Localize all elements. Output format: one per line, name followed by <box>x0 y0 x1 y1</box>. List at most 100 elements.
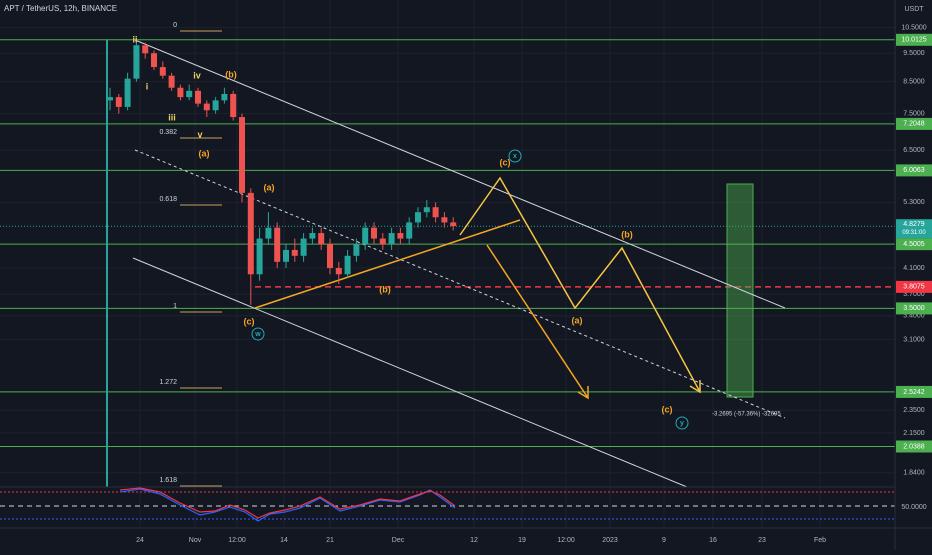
indicator-label: 50.0000 <box>901 504 926 511</box>
level-label: 2.0388 <box>903 443 925 450</box>
candle-body <box>379 238 386 245</box>
y-tick-label: 7.5000 <box>903 110 925 117</box>
measure-label: -3.2695 (-57.36%) -32695 <box>712 412 781 418</box>
level-label: 3.5000 <box>903 305 925 312</box>
candle-body <box>274 227 281 262</box>
wave-label: v <box>197 129 202 139</box>
wave-label: (b) <box>225 69 237 79</box>
candle-body <box>265 227 272 239</box>
candle-body <box>177 87 184 98</box>
fib-label: 1.272 <box>159 379 177 386</box>
y-tick-label: 1.8400 <box>903 470 925 477</box>
indicator-signal <box>119 487 456 519</box>
candle-body <box>142 45 149 54</box>
currency: USDT <box>904 6 924 13</box>
candle-body <box>406 222 413 239</box>
level-label: 10.0125 <box>901 37 926 44</box>
candle-body <box>195 90 201 104</box>
candle-body <box>450 222 457 227</box>
level-label: 2.5242 <box>903 389 925 396</box>
candle-body <box>107 97 113 101</box>
candle-body <box>344 255 351 275</box>
x-tick-label: 21 <box>326 537 334 544</box>
x-tick-label: 2023 <box>602 537 618 544</box>
candle-body <box>291 249 298 256</box>
level-badge <box>896 238 932 251</box>
wave-label: (c) <box>500 157 511 167</box>
y-tick-label: 3.1000 <box>903 336 925 343</box>
axis-labels: 10.5000 9.5000 8.5000 7.5000 6.5000 5.3000 4.1… <box>132 22 932 544</box>
wave-label: iv <box>193 70 201 80</box>
y-tick-label: 8.5000 <box>903 78 925 85</box>
level-label: 6.0063 <box>903 167 925 174</box>
candle-body <box>168 75 175 88</box>
candle-body <box>133 45 140 79</box>
candle-body <box>203 103 210 111</box>
level-label: 7.2048 <box>903 121 925 128</box>
fib-label: 1 <box>173 303 177 310</box>
wave-label: w <box>254 331 261 338</box>
wave-label: y <box>680 420 684 427</box>
price-axis <box>895 0 932 550</box>
arrowhead <box>689 380 701 394</box>
level-badge <box>896 302 932 315</box>
candles <box>107 40 457 305</box>
candle-body <box>230 93 237 118</box>
wave-label: (c) <box>662 404 673 414</box>
y-tick-label: 3.4000 <box>903 313 925 320</box>
wave-label: (c) <box>244 316 255 326</box>
projection-path <box>459 176 701 393</box>
wave-label: i <box>146 81 149 91</box>
candle-body <box>221 93 228 101</box>
candle-body <box>415 212 421 223</box>
grid <box>0 0 895 528</box>
candle-body <box>186 90 193 98</box>
wave-label: ii <box>132 34 137 44</box>
candle-body <box>256 238 263 275</box>
y-tick-label: 2.1500 <box>903 430 925 437</box>
symbol-header: APT / TetherUS, 12h, BINANCE <box>4 4 117 13</box>
countdown: 09:31:00 <box>902 230 926 236</box>
wave-label: x <box>513 153 517 160</box>
fib-label: 1.618 <box>159 477 177 484</box>
level-badge <box>896 33 932 46</box>
y-tick-label: 6.5000 <box>903 147 925 154</box>
projection-arrow <box>486 244 589 399</box>
wave-label: iii <box>168 112 176 122</box>
y-tick-label: 4.1000 <box>903 265 925 272</box>
channel-upper <box>134 39 786 309</box>
channel-lower <box>132 257 688 488</box>
candle-body <box>247 192 254 275</box>
candle-body <box>239 117 245 193</box>
candle-body <box>309 233 316 239</box>
x-tick-label: 24 <box>136 537 144 544</box>
candle-body <box>283 249 289 262</box>
wave-circle <box>508 149 522 163</box>
level-badge <box>896 164 932 177</box>
level-label: 4.5005 <box>903 241 925 248</box>
wave-circle <box>251 327 265 341</box>
wave-label: (a) <box>572 315 583 325</box>
red-level-label: 3.8075 <box>903 284 925 291</box>
wave-label: (a) <box>264 182 275 192</box>
candle-body <box>397 233 404 239</box>
x-tick-label: 16 <box>709 537 717 544</box>
price-badge <box>896 219 932 239</box>
x-tick-label: 12:00 <box>228 537 246 544</box>
trendline <box>254 219 521 309</box>
candle-body <box>124 78 131 107</box>
x-tick-label: Feb <box>814 537 826 544</box>
candle-body <box>388 233 395 245</box>
red-level-badge <box>896 280 932 293</box>
y-tick-label: 9.5000 <box>903 50 925 57</box>
arrowhead <box>577 386 589 400</box>
level-badge <box>896 440 932 453</box>
fib-label: 0 <box>173 22 177 29</box>
candle-body <box>362 227 369 245</box>
level-badge <box>896 385 932 398</box>
candle-body <box>441 217 448 223</box>
x-tick-label: 12:00 <box>557 537 575 544</box>
x-tick-label: 19 <box>518 537 526 544</box>
candle-body <box>335 267 342 275</box>
